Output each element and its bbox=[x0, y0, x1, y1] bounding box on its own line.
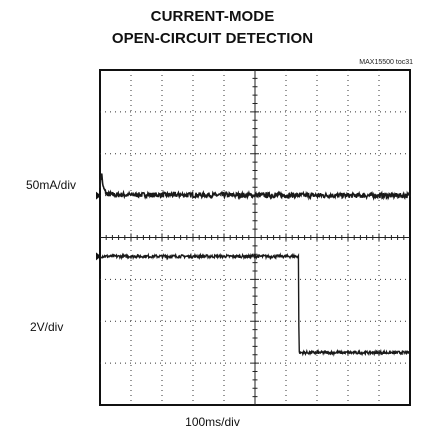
trace-2 bbox=[99, 252, 411, 357]
grid bbox=[100, 70, 410, 405]
trace-1 bbox=[99, 173, 411, 201]
time-scale-label: 100ms/div bbox=[185, 415, 240, 429]
chart-title: CURRENT-MODE bbox=[150, 8, 275, 25]
channel-2-scale-label: 2V/div bbox=[30, 320, 64, 334]
channel-1-scale-label: 50mA/div bbox=[26, 178, 77, 192]
figure-reference: MAX15500 toc31 bbox=[359, 59, 413, 66]
chart-subtitle: OPEN-CIRCUIT DETECTION bbox=[111, 30, 314, 47]
channel-1-marker bbox=[96, 191, 101, 200]
traces bbox=[96, 173, 411, 357]
channel-2-marker bbox=[96, 252, 101, 261]
